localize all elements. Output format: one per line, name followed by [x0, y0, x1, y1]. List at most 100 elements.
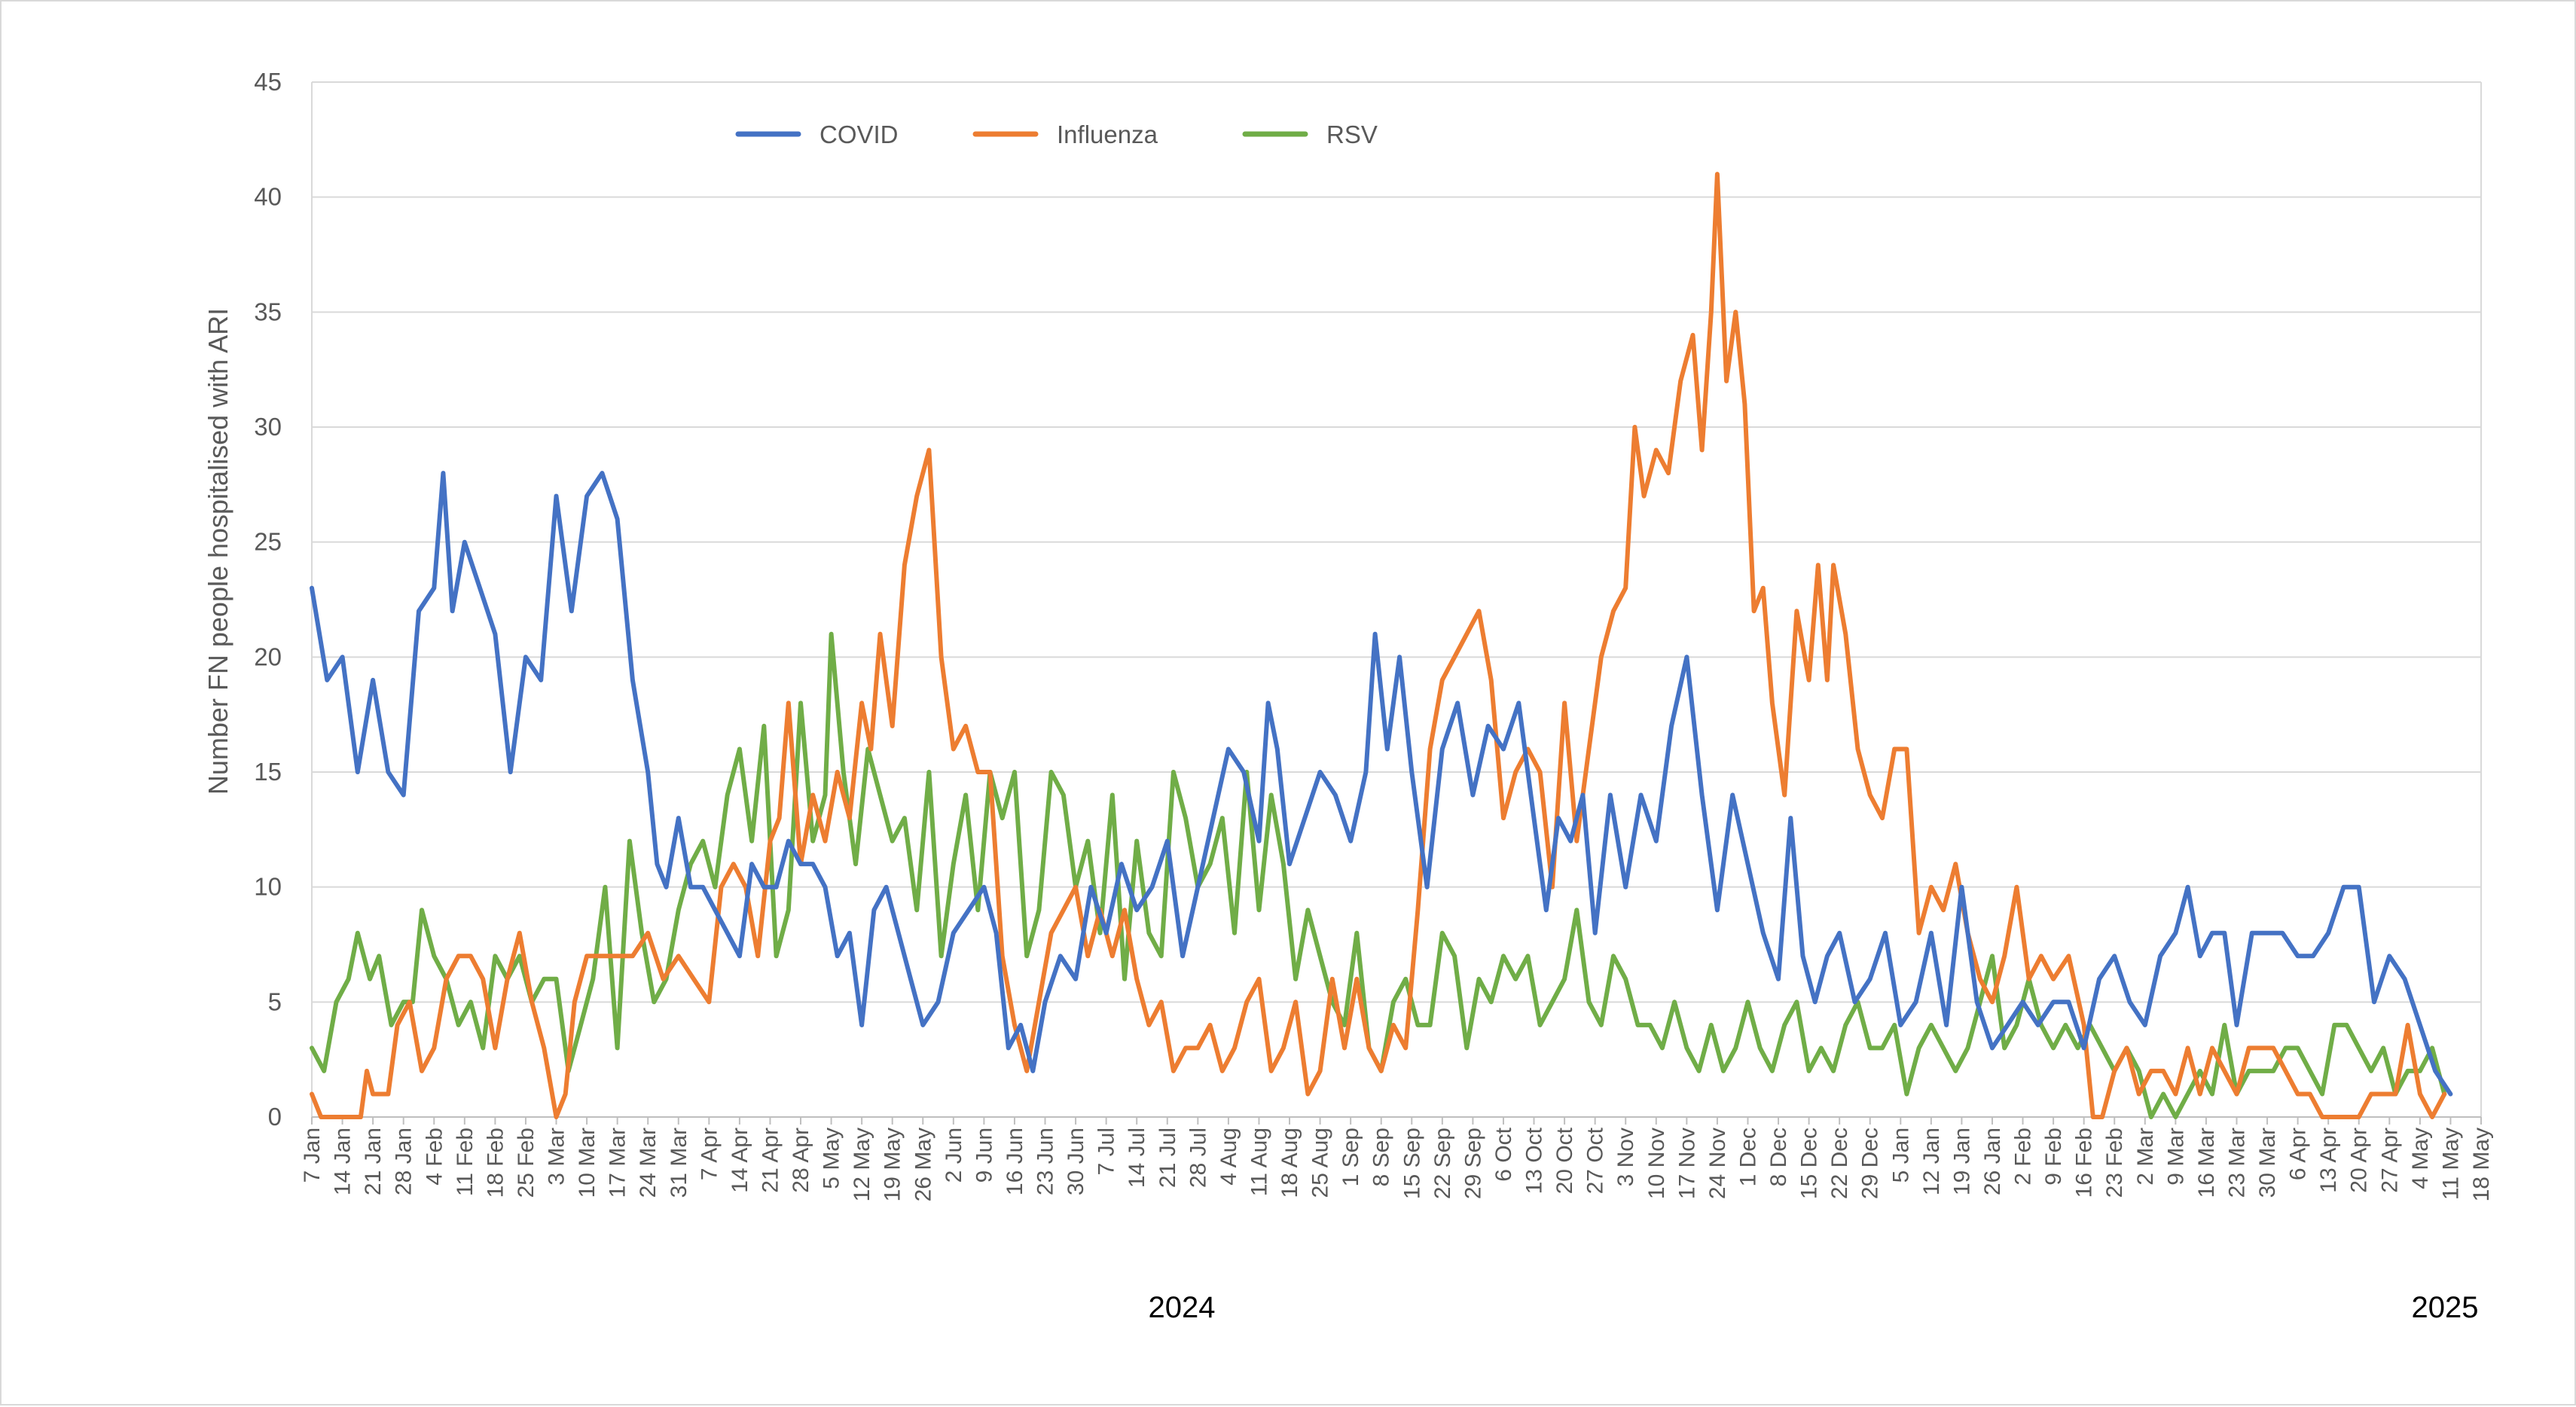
x-tick-label: 28 Jan: [392, 1128, 417, 1195]
x-tick-label: 31 Mar: [667, 1128, 691, 1198]
legend-entry-covid: COVID: [735, 121, 899, 148]
x-tick-label: 23 Mar: [2224, 1128, 2249, 1198]
x-tick-label: 30 Jun: [1064, 1128, 1088, 1195]
x-tick-label: 9 Jun: [972, 1128, 997, 1183]
x-tick-label: 15 Dec: [1797, 1128, 1822, 1199]
y-axis-title: Number FN people hospitalised with ARI: [203, 308, 233, 795]
x-tick-label: 7 Jul: [1094, 1128, 1119, 1175]
y-tick-label: 25: [254, 528, 282, 556]
x-tick-label: 12 Jan: [1919, 1128, 1944, 1195]
x-tick-label: 10 Mar: [575, 1128, 600, 1198]
x-tick-label: 4 Feb: [422, 1128, 447, 1186]
x-tick-label: 8 Dec: [1766, 1128, 1791, 1186]
x-tick-label: 28 Apr: [789, 1128, 813, 1193]
x-tick-label: 27 Apr: [2377, 1128, 2402, 1193]
year-labels: 2024 2025: [1149, 1291, 2479, 1324]
x-tick-label: 29 Dec: [1858, 1128, 1883, 1199]
x-tick-label: 18 Aug: [1277, 1128, 1302, 1198]
legend-label: Influenza: [1057, 121, 1158, 148]
x-tick-label: 2 Jun: [942, 1128, 966, 1183]
x-tick-label: 16 Mar: [2194, 1128, 2219, 1198]
series-line-influenza: [310, 172, 2447, 1119]
x-tick-label: 9 Feb: [2041, 1128, 2066, 1186]
x-tick-label: 6 Apr: [2286, 1128, 2311, 1180]
x-axis-ticks: 7 Jan 14 Jan 21 Jan 28 Jan 4 Feb 11 Feb 18 Feb…: [300, 1117, 2494, 1201]
x-tick-label: 18 Feb: [483, 1128, 508, 1198]
x-tick-label: 22 Dec: [1827, 1128, 1852, 1199]
year-label: 2024: [1149, 1291, 1216, 1324]
y-tick-label: 10: [254, 873, 282, 901]
x-tick-label: 13 Apr: [2316, 1128, 2341, 1193]
x-tick-label: 25 Feb: [514, 1128, 539, 1198]
x-tick-label: 24 Nov: [1705, 1128, 1730, 1199]
x-tick-label: 20 Oct: [1552, 1127, 1577, 1194]
x-tick-label: 14 Apr: [728, 1128, 752, 1193]
x-tick-label: 16 Feb: [2072, 1128, 2097, 1198]
x-tick-label: 11 Feb: [453, 1128, 478, 1196]
x-tick-label: 24 Mar: [636, 1128, 661, 1198]
x-tick-label: 18 May: [2469, 1128, 2494, 1201]
x-tick-label: 19 May: [881, 1128, 905, 1201]
x-tick-label: 7 Jan: [300, 1128, 325, 1183]
x-tick-label: 11 Aug: [1247, 1128, 1271, 1196]
year-label: 2025: [2412, 1291, 2479, 1324]
x-tick-label: 27 Oct: [1583, 1127, 1608, 1194]
legend-label: RSV: [1326, 121, 1378, 148]
y-axis-ticks: 0 5 10 15 20 25 30 35 40 45: [254, 68, 282, 1131]
x-tick-label: 10 Nov: [1644, 1128, 1669, 1199]
y-tick-label: 35: [254, 298, 282, 325]
series-lines: [310, 172, 2453, 1119]
legend: COVID Influenza RSV: [735, 121, 1378, 148]
x-tick-label: 5 Jan: [1888, 1128, 1913, 1183]
x-tick-label: 28 Jul: [1186, 1128, 1210, 1188]
x-tick-label: 3 Mar: [545, 1128, 569, 1186]
y-tick-label: 30: [254, 413, 282, 441]
gridlines: [312, 81, 2481, 1118]
x-tick-label: 2 Feb: [2011, 1128, 2036, 1186]
y-tick-label: 45: [254, 68, 282, 96]
legend-entry-rsv: RSV: [1242, 121, 1378, 148]
x-tick-label: 1 Dec: [1735, 1128, 1760, 1186]
series-line-rsv: [310, 631, 2447, 1119]
x-tick-label: 11 May: [2438, 1128, 2463, 1200]
x-tick-label: 12 May: [850, 1128, 874, 1201]
x-tick-label: 13 Oct: [1522, 1127, 1547, 1194]
x-tick-label: 3 Nov: [1613, 1128, 1638, 1186]
series-line-covid: [310, 471, 2453, 1097]
x-tick-label: 20 Apr: [2347, 1128, 2372, 1193]
x-tick-label: 8 Sep: [1369, 1128, 1394, 1186]
x-tick-label: 5 May: [819, 1128, 844, 1189]
y-tick-label: 20: [254, 642, 282, 670]
x-tick-label: 17 Mar: [606, 1128, 630, 1198]
x-tick-label: 26 Jan: [1980, 1128, 2005, 1195]
x-tick-label: 26 May: [911, 1128, 935, 1201]
legend-entry-influenza: Influenza: [972, 121, 1158, 148]
legend-label: COVID: [819, 121, 899, 148]
x-tick-label: 16 Jun: [1003, 1128, 1027, 1195]
x-tick-label: 17 Nov: [1674, 1128, 1699, 1199]
x-tick-label: 30 Mar: [2255, 1128, 2280, 1198]
y-tick-label: 40: [254, 183, 282, 211]
x-tick-label: 29 Sep: [1460, 1128, 1485, 1199]
x-tick-label: 6 Oct: [1491, 1127, 1516, 1181]
x-tick-label: 19 Jan: [1949, 1128, 1974, 1195]
y-tick-label: 5: [268, 987, 282, 1015]
x-tick-label: 21 Apr: [758, 1128, 783, 1193]
x-tick-label: 22 Sep: [1430, 1128, 1455, 1199]
x-tick-label: 7 Apr: [697, 1128, 722, 1180]
x-tick-label: 14 Jul: [1125, 1128, 1149, 1188]
x-axis: [311, 82, 2482, 1118]
x-tick-label: 14 Jan: [331, 1128, 356, 1195]
x-tick-label: 21 Jan: [361, 1128, 386, 1195]
x-tick-label: 4 Aug: [1216, 1128, 1241, 1186]
x-tick-label: 9 Mar: [2163, 1128, 2188, 1186]
x-tick-label: 4 May: [2408, 1128, 2433, 1189]
x-tick-label: 25 Aug: [1308, 1128, 1333, 1198]
x-tick-label: 23 Feb: [2102, 1128, 2127, 1198]
x-tick-label: 21 Jul: [1155, 1128, 1180, 1188]
x-tick-label: 15 Sep: [1399, 1128, 1424, 1199]
x-tick-label: 2 Mar: [2133, 1128, 2158, 1186]
y-tick-label: 15: [254, 758, 282, 786]
